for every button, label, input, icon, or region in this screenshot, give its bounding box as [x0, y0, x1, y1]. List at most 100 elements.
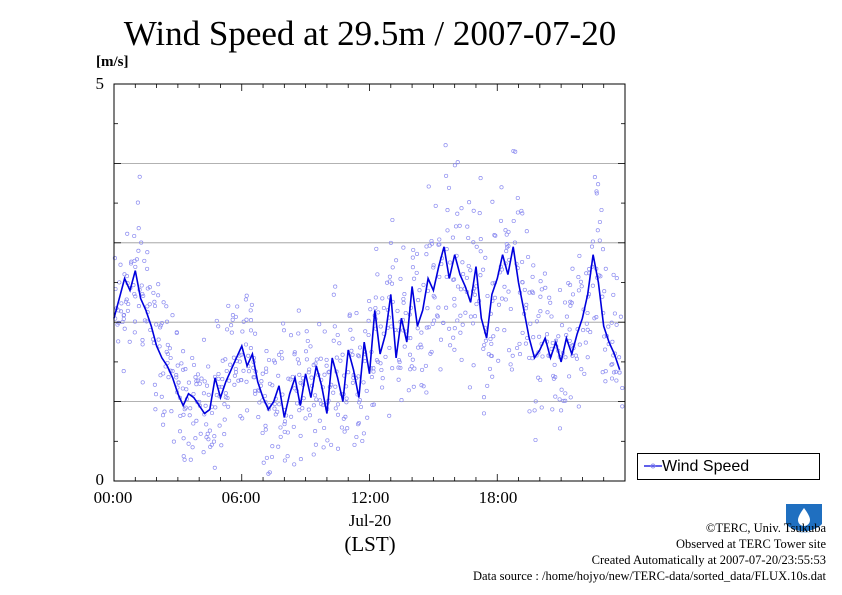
- data-sample-point: [592, 175, 597, 180]
- data-sample-point: [194, 378, 199, 384]
- data-sample-point: [288, 377, 293, 382]
- data-sample-point: [181, 454, 186, 459]
- data-sample-point: [256, 415, 261, 420]
- data-sample-point: [132, 330, 137, 335]
- data-sample-point: [380, 296, 385, 301]
- chart-legend: Wind Speed: [637, 453, 820, 480]
- data-sample-point: [322, 329, 327, 334]
- data-sample-point: [401, 300, 406, 305]
- data-sample-point: [503, 228, 508, 233]
- data-sample-point: [511, 218, 516, 224]
- data-sample-point: [457, 223, 462, 228]
- data-sample-point: [453, 224, 459, 229]
- data-sample-point: [216, 324, 221, 329]
- data-sample-point: [437, 237, 442, 242]
- data-sample-point: [203, 403, 208, 408]
- data-sample-point: [139, 240, 144, 245]
- data-sample-point: [583, 340, 588, 345]
- data-sample-point: [223, 395, 228, 400]
- data-sample-point: [517, 352, 523, 357]
- data-sample-point: [445, 228, 450, 233]
- data-sample-point: [550, 340, 555, 346]
- data-sample-point: [158, 373, 163, 378]
- data-sample-point: [538, 279, 543, 284]
- data-sample-point: [333, 384, 338, 389]
- data-sample-point: [485, 293, 490, 299]
- data-sample-point: [209, 410, 215, 416]
- data-sample-point: [367, 298, 372, 304]
- data-sample-point: [123, 299, 129, 304]
- data-sample-point: [568, 395, 573, 400]
- data-sample-point: [364, 388, 369, 393]
- data-sample-point: [331, 338, 336, 343]
- data-sample-point: [142, 258, 147, 263]
- data-sample-point: [181, 367, 186, 372]
- data-sample-point: [424, 325, 429, 330]
- data-sample-point: [602, 289, 607, 294]
- data-sample-point: [204, 383, 210, 388]
- x-tick-label: 00:00: [93, 488, 133, 507]
- data-sample-point: [533, 437, 538, 443]
- data-sample-point: [423, 363, 428, 368]
- data-sample-point: [600, 294, 605, 299]
- data-sample-point: [492, 295, 498, 300]
- data-sample-point: [398, 276, 403, 281]
- x-axis-label: (LST): [344, 532, 396, 556]
- data-sample-point: [432, 318, 437, 323]
- data-sample-point: [352, 442, 357, 447]
- data-sample-point: [224, 368, 229, 374]
- data-sample-point: [506, 289, 511, 294]
- data-sample-point: [410, 357, 415, 362]
- data-sample-point: [159, 320, 164, 326]
- data-sample-point: [520, 259, 525, 265]
- y-axis-label: [m/s]: [96, 54, 129, 70]
- data-sample-point: [333, 284, 338, 289]
- data-sample-point: [280, 356, 285, 361]
- data-sample-point: [223, 391, 228, 396]
- data-sample-point: [455, 211, 460, 216]
- data-sample-point: [503, 297, 508, 302]
- data-sample-point: [427, 243, 432, 248]
- data-sample-point: [222, 417, 227, 422]
- data-sample-point: [398, 365, 403, 370]
- data-sample-point: [401, 296, 406, 302]
- data-sample-point: [551, 373, 556, 378]
- data-sample-point: [348, 327, 353, 332]
- data-sample-point: [278, 434, 283, 439]
- data-sample-point: [197, 381, 202, 386]
- data-sample-point: [276, 373, 281, 378]
- data-sample-point: [467, 385, 472, 390]
- data-sample-point: [229, 330, 234, 335]
- data-sample-point: [463, 310, 468, 315]
- data-sample-point: [595, 228, 600, 233]
- data-sample-point: [347, 313, 352, 319]
- data-sample-point: [611, 370, 617, 375]
- data-sample-point: [262, 393, 267, 399]
- wind-speed-line: [113, 246, 621, 418]
- data-sample-point: [243, 342, 249, 347]
- data-sample-point: [585, 310, 590, 316]
- data-sample-point: [190, 355, 195, 361]
- data-sample-point: [206, 437, 211, 442]
- data-sample-point: [298, 457, 303, 462]
- data-sample-point: [223, 357, 228, 362]
- x-date-label: Jul-20: [348, 511, 392, 530]
- data-sample-point: [614, 378, 619, 383]
- data-sample-point: [135, 200, 140, 205]
- data-sample-point: [354, 311, 359, 316]
- data-sample-point: [116, 320, 121, 325]
- data-sample-point: [614, 322, 619, 327]
- data-sample-point: [205, 431, 210, 436]
- data-sample-point: [564, 314, 569, 319]
- data-sample-point: [579, 284, 584, 289]
- data-sample-point: [527, 409, 532, 414]
- data-sample-point: [238, 378, 243, 383]
- data-sample-point: [452, 277, 457, 282]
- data-sample-point: [465, 224, 470, 229]
- data-sample-point: [313, 442, 318, 447]
- data-sample-point: [162, 409, 167, 414]
- data-sample-point: [233, 314, 238, 319]
- data-sample-point: [230, 313, 235, 318]
- data-sample-point: [240, 329, 245, 334]
- data-sample-point: [374, 358, 379, 363]
